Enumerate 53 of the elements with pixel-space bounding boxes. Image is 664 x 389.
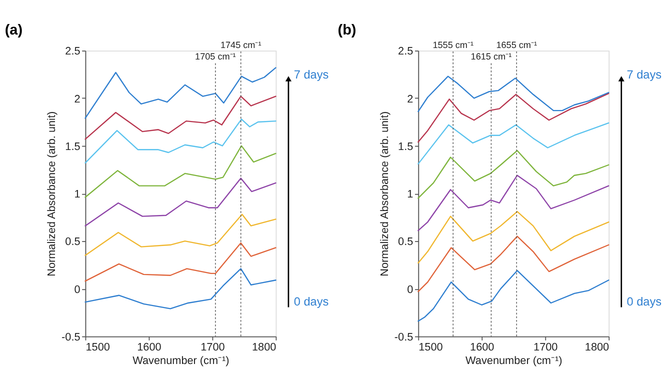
chart-title: (a) (4, 22, 23, 38)
y-tick-label: 1 (74, 188, 80, 201)
x-tick-label: 1600 (470, 341, 494, 354)
chart-title: (b) (338, 22, 356, 38)
ref-line-label: 1705 cm⁻¹ (195, 52, 236, 62)
y-tick-label: 1.5 (65, 140, 80, 153)
line-series (84, 67, 276, 119)
y-tick-label: 0.5 (398, 236, 414, 248)
line-series (84, 118, 276, 164)
x-tick-label: 1700 (200, 341, 225, 354)
line-series (418, 122, 610, 165)
x-tick-label: 1800 (252, 341, 276, 354)
y-tick-label: 0 (407, 284, 414, 296)
y-tick-label: 0.5 (65, 236, 80, 248)
ref-line-label: 1615 cm⁻¹ (470, 52, 512, 62)
x-tick-label: 1500 (418, 341, 443, 354)
line-series (84, 214, 276, 256)
line-series (418, 210, 610, 264)
y-tick-label: -0.5 (394, 331, 414, 344)
line-series (84, 96, 276, 140)
x-tick-label: 1500 (86, 341, 110, 354)
x-axis-title: Wavenumber (cm⁻¹) (132, 354, 230, 367)
line-series (84, 268, 276, 310)
line-series (84, 145, 276, 198)
x-tick-label: 1700 (534, 341, 558, 354)
text: 7 days (626, 68, 662, 82)
text: 0 days (626, 295, 662, 308)
line-series (84, 178, 276, 226)
line-series (418, 174, 610, 232)
y-tick-label: 2 (74, 93, 80, 106)
y-tick-label: 2.5 (398, 46, 414, 58)
y-tick-label: 1 (407, 188, 414, 201)
ref-line-label: 1555 cm⁻¹ (432, 40, 474, 50)
x-tick-label: 1800 (584, 341, 610, 354)
y-tick-label: 0 (74, 284, 80, 296)
line-series (84, 242, 276, 282)
x-axis-title: Wavenumber (cm⁻¹) (466, 354, 562, 367)
x-tick-label: 1600 (137, 341, 162, 354)
y-tick-label: 2.5 (65, 46, 80, 58)
line-series (418, 76, 610, 112)
line-series (418, 92, 610, 143)
ref-line-label: 1655 cm⁻¹ (496, 40, 537, 50)
y-tick-label: -0.5 (62, 331, 80, 344)
ref-line-label: 1745 cm⁻¹ (220, 40, 262, 50)
y-tick-label: 2 (407, 93, 414, 106)
line-series (418, 270, 610, 322)
line-series (418, 150, 610, 199)
text: 7 days (294, 68, 329, 82)
y-axis-title: Normalized Absorbance (arb. unit) (379, 111, 392, 276)
y-axis-title: Normalized Absorbance (arb. unit) (46, 111, 58, 276)
y-tick-label: 1.5 (398, 140, 414, 153)
text: 0 days (294, 295, 329, 308)
line-series (418, 236, 610, 292)
